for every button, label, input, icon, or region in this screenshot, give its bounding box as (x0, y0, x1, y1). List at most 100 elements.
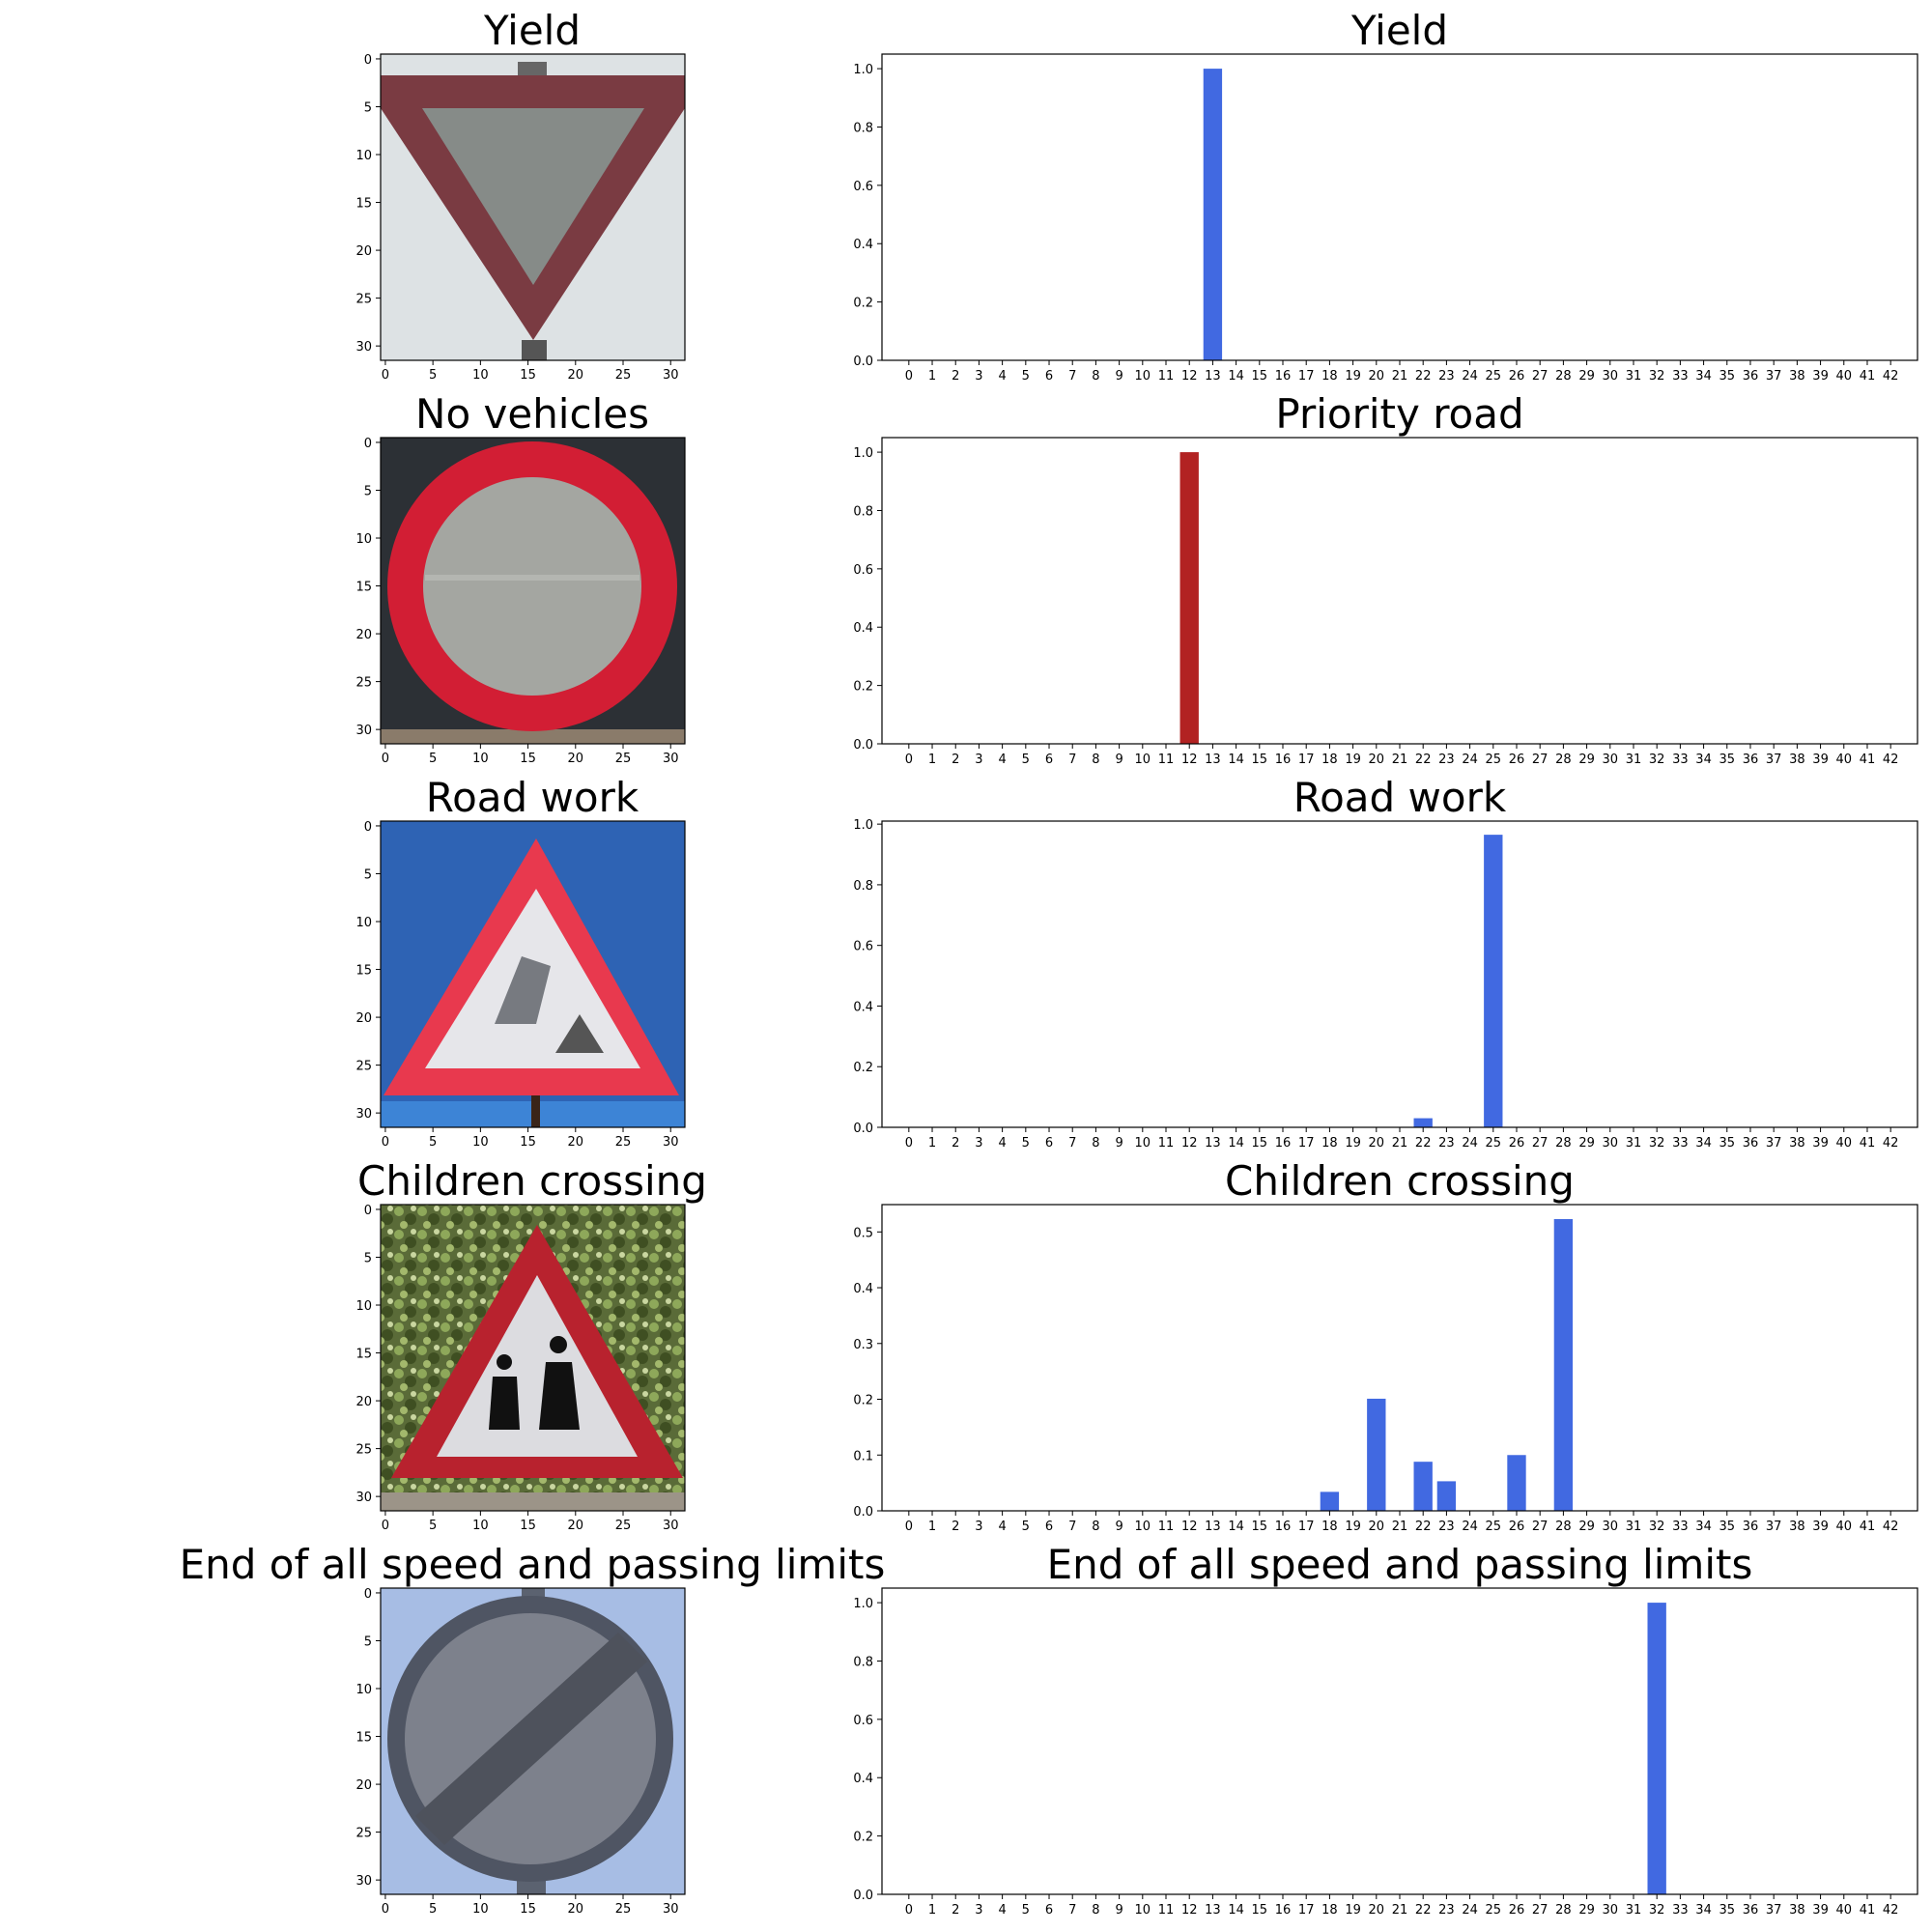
y-tick-label: 0.0 (853, 355, 873, 369)
x-tick-label: 39 (1812, 369, 1829, 384)
x-tick-label: 20 (1369, 1520, 1385, 1534)
x-tick-label: 12 (1181, 1520, 1198, 1534)
x-tick-label: 33 (1672, 369, 1689, 384)
x-tick-label: 18 (1321, 1520, 1338, 1534)
sign-image (381, 438, 685, 744)
x-tick-label: 18 (1321, 1903, 1338, 1918)
x-tick-label: 16 (1275, 1903, 1292, 1918)
x-tick-label: 4 (998, 753, 1006, 767)
x-tick-label: 31 (1626, 753, 1642, 767)
x-tick-label: 35 (1719, 369, 1736, 384)
x-tick-label: 25 (615, 1519, 632, 1533)
x-tick-label: 42 (1883, 1903, 1899, 1918)
y-tick-label: 10 (355, 916, 372, 930)
x-tick-label: 25 (1486, 1903, 1502, 1918)
y-tick-label: 20 (355, 1778, 372, 1793)
y-tick-label: 1.0 (853, 63, 873, 77)
image-title: Children crossing (357, 1157, 707, 1205)
y-tick-label: 0.4 (853, 238, 873, 252)
x-tick-label: 41 (1860, 1903, 1876, 1918)
x-tick-label: 3 (975, 369, 982, 384)
x-tick-label: 5 (429, 1902, 437, 1917)
y-tick-label: 25 (355, 293, 372, 307)
x-tick-label: 31 (1626, 1520, 1642, 1534)
chart-title: End of all speed and passing limits (1047, 1541, 1753, 1588)
x-tick-label: 30 (663, 1135, 679, 1150)
x-tick-label: 38 (1789, 369, 1805, 384)
y-tick-label: 1.0 (853, 818, 873, 833)
x-tick-label: 8 (1092, 1136, 1099, 1151)
x-tick-label: 36 (1743, 1136, 1759, 1151)
x-tick-label: 13 (1205, 369, 1221, 384)
x-tick-label: 25 (1486, 369, 1502, 384)
x-tick-label: 20 (1369, 1136, 1385, 1151)
y-tick-label: 25 (355, 676, 372, 691)
y-tick-label: 0.6 (853, 563, 873, 578)
y-tick-label: 0.5 (853, 1226, 873, 1240)
y-tick-label: 0 (364, 1204, 372, 1218)
y-tick-label: 10 (355, 1299, 372, 1314)
bar (1436, 1481, 1457, 1511)
plot-frame (881, 437, 1918, 745)
y-tick-label: 0.6 (853, 940, 873, 954)
x-tick-label: 38 (1789, 1136, 1805, 1151)
y-tick-label: 0.2 (853, 297, 873, 311)
x-tick-label: 5 (1022, 1520, 1030, 1534)
x-tick-label: 25 (1486, 1520, 1502, 1534)
x-tick-label: 37 (1766, 1520, 1782, 1534)
chart-title: Road work (1293, 774, 1507, 821)
x-tick-label: 0 (905, 1903, 913, 1918)
x-tick-label: 7 (1068, 369, 1076, 384)
x-tick-label: 26 (1509, 369, 1525, 384)
x-tick-label: 38 (1789, 1520, 1805, 1534)
x-tick-label: 25 (615, 1902, 632, 1917)
x-tick-label: 17 (1298, 369, 1315, 384)
x-tick-label: 5 (1022, 753, 1030, 767)
x-tick-label: 40 (1836, 369, 1853, 384)
x-tick-label: 18 (1321, 753, 1338, 767)
y-tick-label: 5 (364, 484, 372, 498)
sign-image (381, 54, 685, 360)
x-tick-label: 40 (1836, 753, 1853, 767)
x-tick-label: 13 (1205, 1136, 1221, 1151)
x-tick-label: 9 (1115, 1903, 1122, 1918)
x-tick-label: 25 (1486, 1136, 1502, 1151)
y-tick-label: 10 (355, 532, 372, 547)
x-tick-label: 24 (1462, 1136, 1478, 1151)
x-tick-label: 39 (1812, 1136, 1829, 1151)
x-tick-label: 25 (1486, 753, 1502, 767)
y-tick-label: 0.3 (853, 1338, 873, 1352)
x-tick-label: 21 (1392, 753, 1408, 767)
x-tick-label: 5 (1022, 369, 1030, 384)
x-tick-label: 24 (1462, 369, 1478, 384)
y-tick-label: 0.2 (853, 1061, 873, 1075)
bar (1413, 1118, 1433, 1127)
plot-frame (881, 1587, 1918, 1895)
y-tick-label: 15 (355, 581, 372, 595)
y-tick-label: 25 (355, 1060, 372, 1074)
x-tick-label: 26 (1509, 753, 1525, 767)
y-tick-label: 20 (355, 244, 372, 259)
y-tick-label: 0.4 (853, 1282, 873, 1296)
y-tick-label: 1.0 (853, 1597, 873, 1611)
x-tick-label: 38 (1789, 1903, 1805, 1918)
x-tick-label: 38 (1789, 753, 1805, 767)
x-tick-label: 23 (1438, 369, 1455, 384)
x-tick-label: 0 (905, 1136, 913, 1151)
x-tick-label: 42 (1883, 369, 1899, 384)
y-tick-label: 0.8 (853, 879, 873, 894)
x-tick-label: 22 (1415, 753, 1432, 767)
x-tick-label: 1 (928, 1136, 936, 1151)
bar (1507, 1455, 1526, 1511)
x-tick-label: 30 (1603, 369, 1619, 384)
x-tick-label: 3 (975, 1903, 982, 1918)
x-tick-label: 12 (1181, 753, 1198, 767)
x-tick-label: 31 (1626, 1136, 1642, 1151)
x-tick-label: 1 (928, 753, 936, 767)
x-tick-label: 30 (663, 1902, 679, 1917)
x-tick-label: 26 (1509, 1903, 1525, 1918)
x-tick-label: 36 (1743, 1520, 1759, 1534)
bar (1320, 1492, 1340, 1511)
x-tick-label: 42 (1883, 753, 1899, 767)
